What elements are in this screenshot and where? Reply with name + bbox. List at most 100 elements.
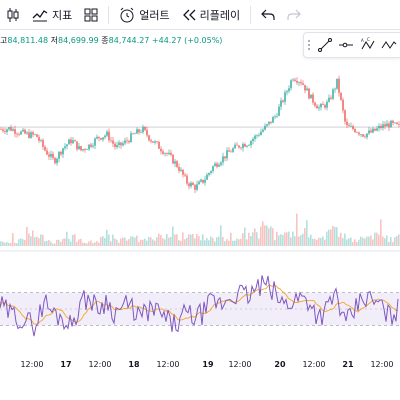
volume-bar — [56, 239, 58, 246]
candle — [120, 142, 122, 149]
candle — [74, 139, 76, 142]
volume-bar — [66, 231, 68, 246]
candle — [398, 121, 400, 128]
volume-bar — [14, 242, 16, 246]
volume-bar — [294, 236, 296, 246]
candle — [306, 86, 308, 91]
volume-bar — [398, 234, 400, 246]
candles-button[interactable] — [0, 0, 26, 30]
candle — [352, 124, 354, 131]
volume-bar — [156, 237, 158, 246]
volume-bar — [232, 240, 234, 246]
legend-low-prefix: 저 — [50, 36, 59, 45]
svg-text:A: A — [361, 38, 364, 43]
candle — [324, 103, 326, 110]
candle — [2, 127, 4, 133]
candle — [78, 143, 80, 150]
trendline-tool[interactable] — [314, 32, 336, 58]
volume-bar — [262, 221, 264, 246]
volume-bar — [394, 237, 396, 246]
candle — [314, 101, 316, 108]
chart-canvas[interactable] — [0, 58, 400, 356]
volume-bar — [148, 236, 150, 246]
volume-bar — [188, 234, 190, 246]
candle — [80, 145, 82, 152]
candle — [26, 131, 28, 135]
volume-bar — [258, 238, 260, 246]
volume-bar — [68, 238, 70, 246]
candle — [350, 122, 352, 127]
time-axis[interactable]: 12:00 17 12:00 18 12:00 19 12:00 20 12:00 21 12:00 — [0, 356, 400, 376]
volume-bar — [348, 238, 350, 246]
undo-button[interactable] — [255, 0, 281, 30]
volume-bar — [250, 236, 252, 246]
volume-bar — [160, 235, 162, 246]
volume-bar — [256, 232, 258, 246]
volume-bar — [24, 240, 26, 246]
redo-button[interactable] — [281, 0, 307, 30]
layouts-button[interactable] — [78, 0, 104, 30]
volume-bar — [260, 226, 262, 246]
volume-bar — [310, 234, 312, 246]
volume-bar — [164, 239, 166, 246]
candle — [216, 161, 218, 169]
volume-bar — [118, 242, 120, 246]
candle — [204, 176, 206, 186]
candle — [206, 172, 208, 180]
time-tick-label: 12:00 — [228, 360, 252, 369]
candle — [160, 146, 162, 155]
svg-text:C: C — [367, 37, 370, 42]
candle — [300, 79, 302, 86]
legend-low-value: 84,699.99 — [58, 36, 99, 45]
candle — [358, 131, 360, 137]
candle — [30, 130, 32, 139]
volume-bar — [352, 242, 354, 246]
volume-bar — [110, 241, 112, 246]
volume-bar — [92, 243, 94, 246]
alert-button[interactable]: 얼러트 — [113, 0, 175, 30]
candle — [318, 104, 320, 111]
horizontal-ray-tool[interactable] — [335, 32, 357, 58]
candle — [284, 89, 286, 106]
rsi-pane[interactable] — [0, 275, 400, 337]
candle — [346, 118, 348, 128]
candle — [36, 134, 38, 138]
candle — [222, 152, 224, 166]
volume-bar — [124, 237, 126, 246]
candle — [158, 140, 160, 149]
volume-bar — [282, 234, 284, 246]
candle — [326, 99, 328, 111]
volume-bar — [144, 238, 146, 246]
volume-bar — [202, 234, 204, 246]
candle — [4, 127, 6, 135]
candle — [214, 161, 216, 167]
volume-bar — [46, 240, 48, 246]
candle — [18, 132, 20, 137]
candle — [172, 154, 174, 165]
candle — [384, 121, 386, 130]
volume-bar — [204, 240, 206, 246]
price-pane[interactable] — [0, 75, 400, 194]
candle — [274, 114, 276, 120]
volume-bar — [28, 233, 30, 246]
candle — [342, 97, 344, 114]
volume-bar — [40, 234, 42, 246]
drag-handle[interactable] — [304, 32, 314, 58]
replay-button[interactable]: 리플레이 — [176, 0, 246, 30]
volume-bar — [172, 226, 174, 246]
alert-clock-icon — [120, 7, 134, 22]
volume-bar — [152, 239, 154, 246]
volume-bar — [18, 239, 20, 246]
candle — [364, 134, 366, 139]
volume-bar — [12, 233, 14, 246]
indicators-button[interactable]: 지표 — [26, 0, 78, 30]
candle — [34, 133, 36, 136]
candle — [248, 143, 250, 147]
zigzag-tool[interactable] — [378, 32, 400, 58]
candle — [8, 126, 10, 132]
volume-bar — [2, 241, 4, 246]
volume-bar — [96, 241, 98, 246]
candle — [164, 152, 166, 157]
